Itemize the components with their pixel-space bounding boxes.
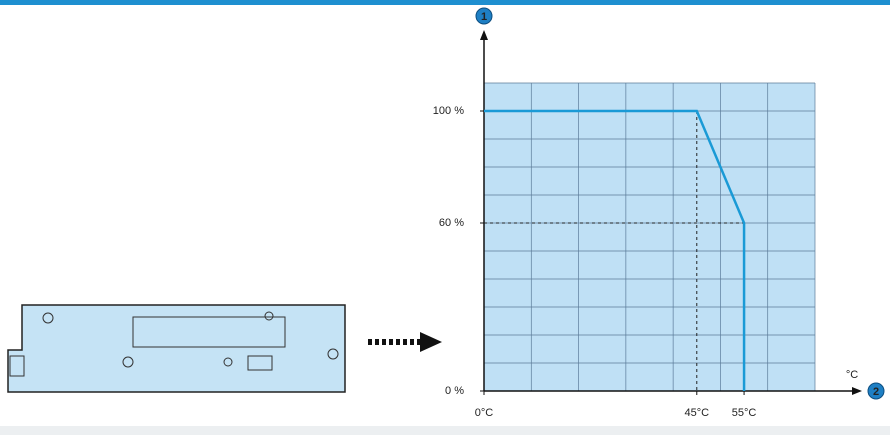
y-tick-label: 0 %: [445, 385, 464, 397]
y-axis-arrow: [480, 30, 488, 40]
top-bar: [0, 0, 890, 5]
plot-area: [484, 83, 815, 391]
chart: 1 2 °C 0 % 60 % 100 % 0°C 45°C 55°C: [433, 7, 885, 419]
x-tick-label: 45°C: [684, 407, 709, 419]
y-axis-marker-circle: [475, 7, 493, 25]
dashed-arrow: [368, 332, 442, 352]
y-tick-label: 60 %: [439, 217, 464, 229]
x-tick-label: 0°C: [475, 407, 494, 419]
derating-line: [484, 109, 746, 391]
y-axis-marker: 1: [481, 11, 487, 23]
x-axis-marker: 2: [873, 386, 879, 398]
x-axis-arrow: [852, 387, 862, 395]
device-drawing: [7, 304, 346, 393]
bottom-strip: [0, 426, 890, 435]
x-tick-label: 55°C: [732, 407, 757, 419]
x-axis-label: °C: [846, 369, 858, 381]
x-axis-marker-circle: [867, 382, 885, 400]
y-tick-label: 100 %: [433, 105, 464, 117]
